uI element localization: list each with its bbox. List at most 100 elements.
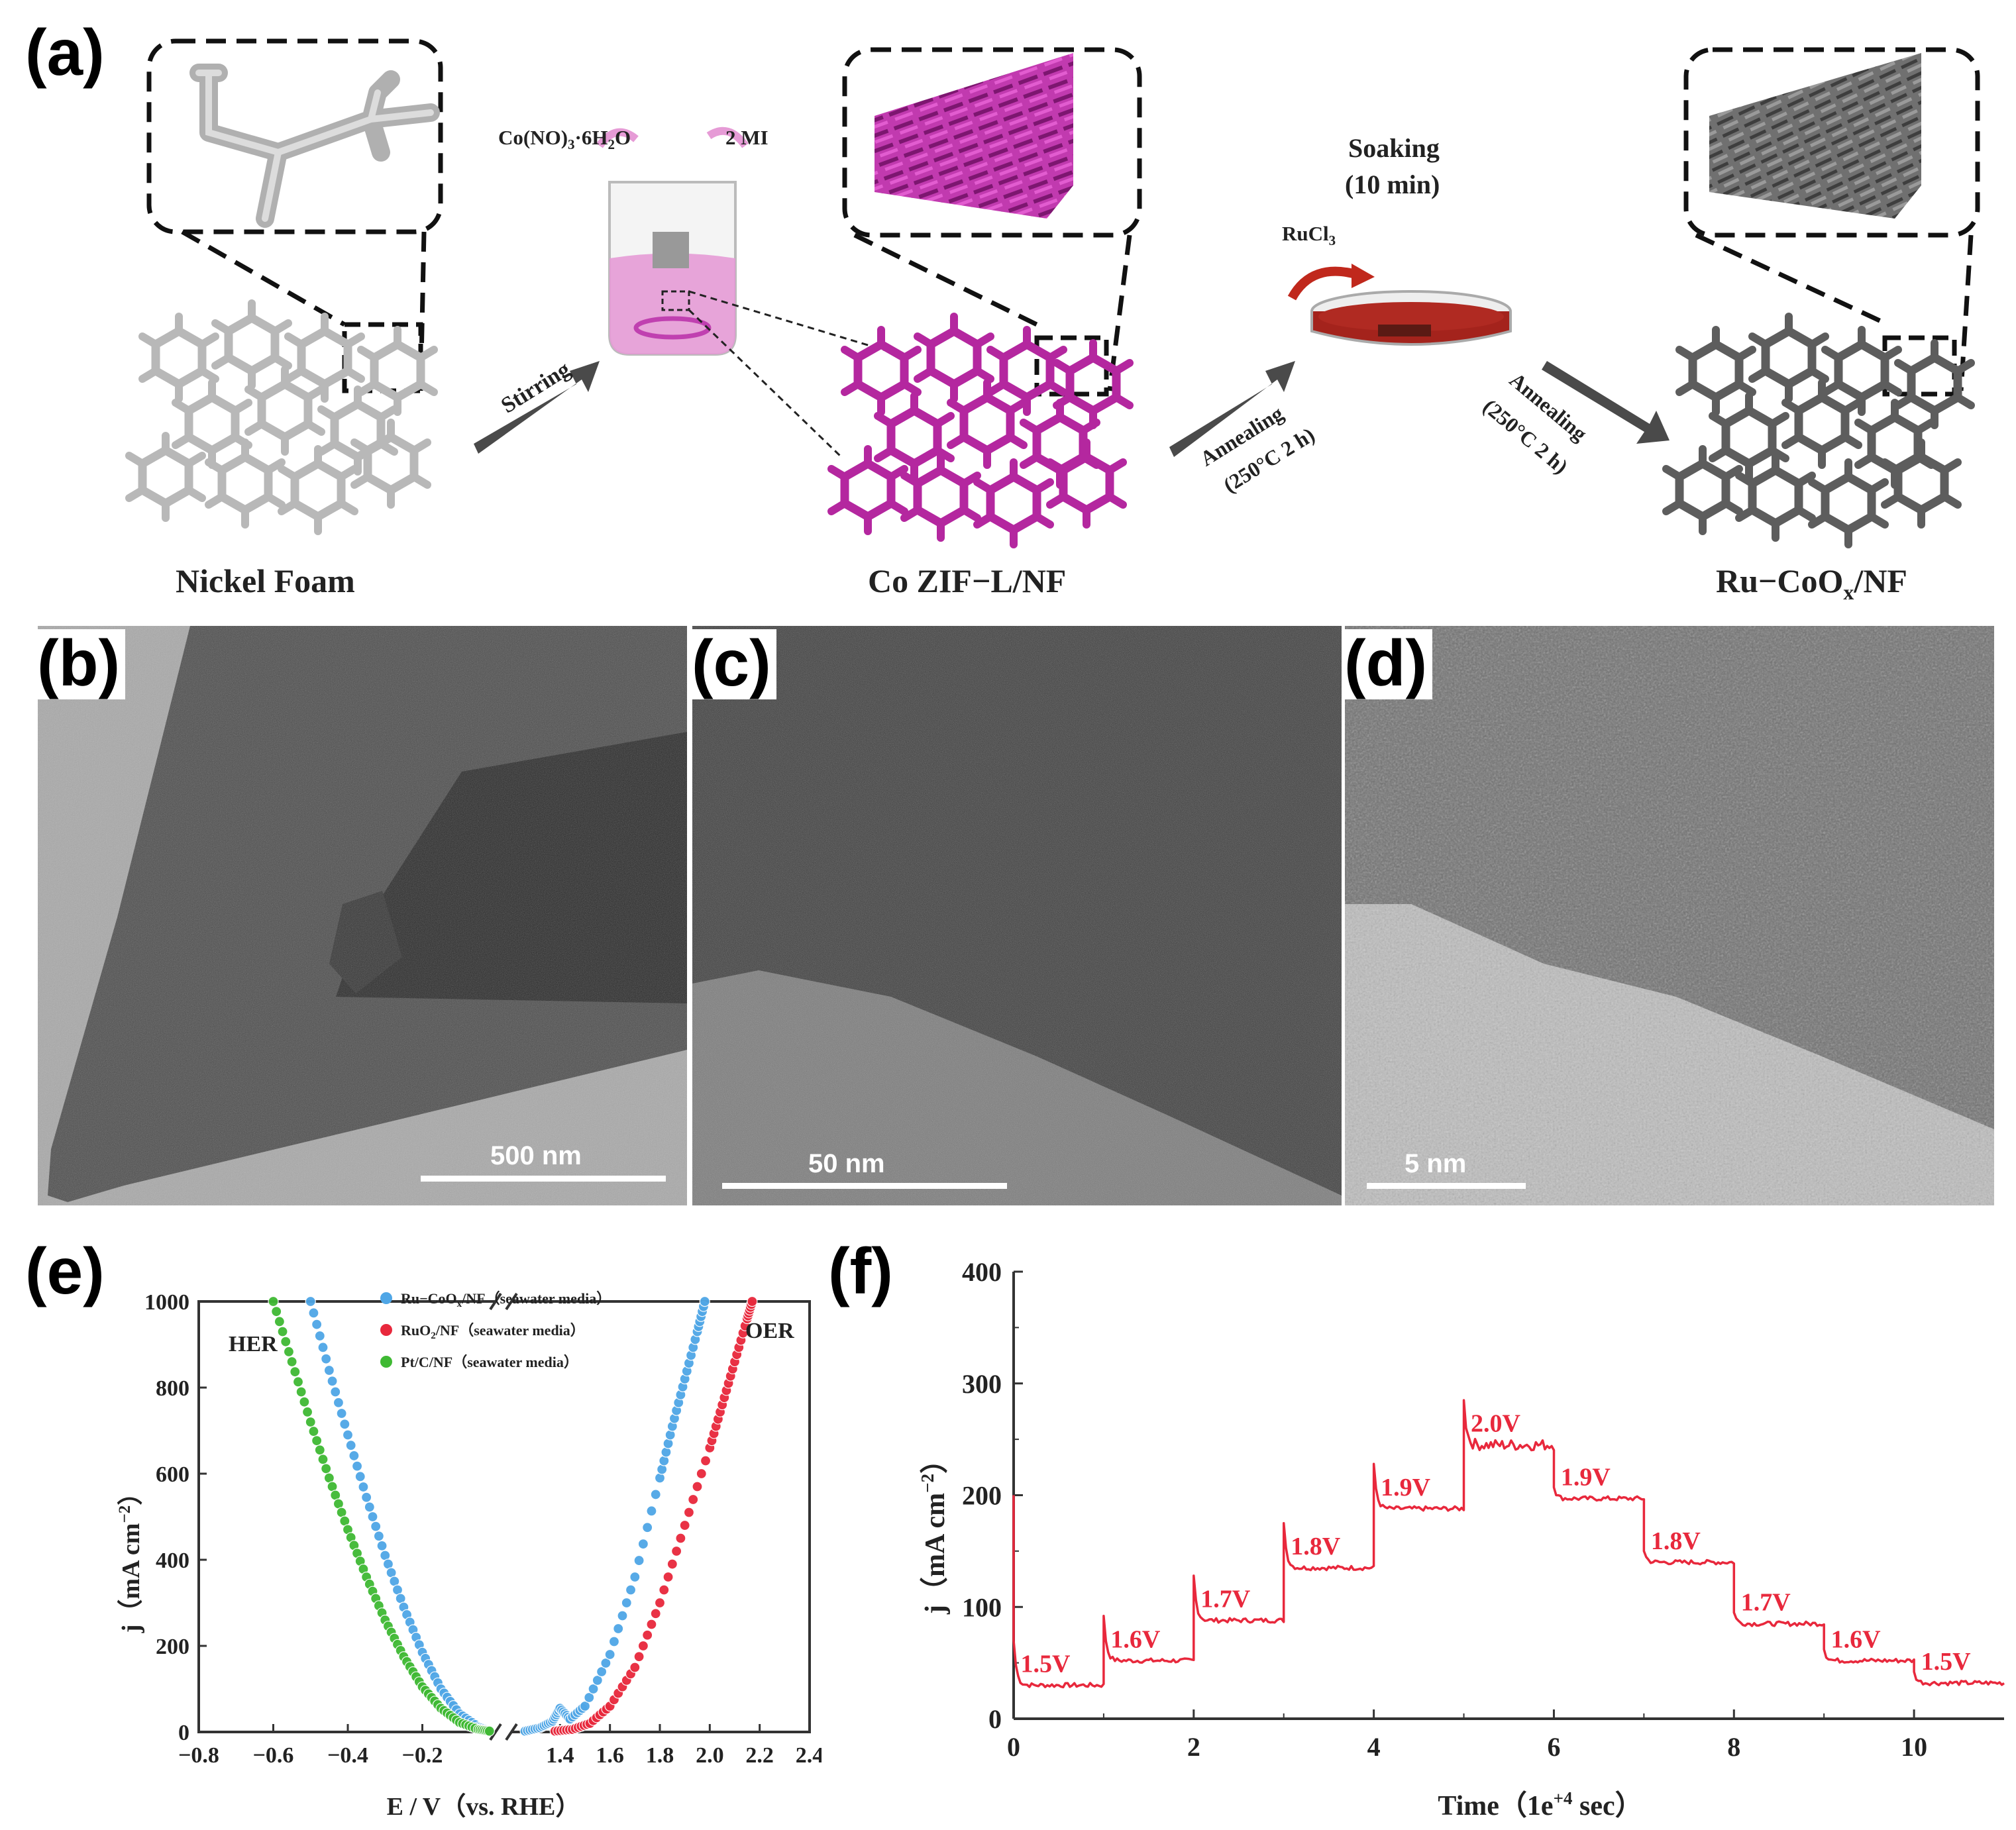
tem-image-c xyxy=(692,626,1342,1205)
data-point xyxy=(650,1608,661,1619)
data-point xyxy=(361,1492,372,1503)
ruco-foam xyxy=(1666,317,1971,544)
data-point xyxy=(617,1610,628,1621)
data-point xyxy=(666,1558,678,1570)
data-point xyxy=(277,1326,288,1337)
scale-bar-d xyxy=(1367,1183,1526,1189)
legend-marker-ruo2 xyxy=(380,1324,392,1336)
axis-break-mark xyxy=(489,1723,502,1741)
data-point xyxy=(311,1435,323,1447)
her-annotation: HER xyxy=(229,1332,278,1356)
2mi-label: 2 MI xyxy=(725,126,769,149)
legend-text-ruco: Ru−CoOx/NF（seawater media） xyxy=(401,1290,611,1309)
voltage-step-label: 1.9V xyxy=(1381,1474,1431,1501)
voltage-step-label: 1.5V xyxy=(1921,1648,1972,1676)
synthesis-schematic xyxy=(0,38,1980,616)
data-point xyxy=(314,1330,325,1342)
x-tick-label: −0.6 xyxy=(253,1743,294,1768)
y-tick-label: 200 xyxy=(962,1481,1002,1511)
data-point xyxy=(613,1623,624,1635)
data-point xyxy=(625,1584,637,1596)
data-point xyxy=(579,1700,591,1712)
data-point xyxy=(642,1629,653,1641)
soaking-time-label: (10 min) xyxy=(1345,170,1440,199)
data-point xyxy=(692,1481,703,1492)
data-point xyxy=(659,1584,670,1596)
x-tick-label: 1.4 xyxy=(546,1743,574,1768)
x-tick-label: 6 xyxy=(1547,1732,1560,1762)
x-tick-label: −0.8 xyxy=(178,1743,219,1768)
data-point xyxy=(373,1531,384,1542)
zoom-lines xyxy=(688,290,888,458)
scale-label-d: 5 nm xyxy=(1405,1149,1467,1178)
x-tick-label: 8 xyxy=(1727,1732,1740,1762)
panel-label-f: (f) xyxy=(828,1235,893,1307)
x-tick-label: 1.6 xyxy=(596,1743,624,1768)
axis-break-mark xyxy=(505,1292,518,1311)
x-tick-label: −0.2 xyxy=(402,1743,443,1768)
x-tick-label: 1.8 xyxy=(646,1743,674,1768)
data-point xyxy=(299,1396,310,1407)
y-tick-label: 0 xyxy=(988,1704,1002,1734)
rucl3-label: RuCl3 xyxy=(1282,222,1336,249)
data-point xyxy=(286,1356,297,1368)
data-point xyxy=(308,1307,319,1319)
x-tick-label: 2.2 xyxy=(745,1743,774,1768)
data-point xyxy=(342,1429,354,1441)
data-point xyxy=(345,1440,356,1451)
data-point xyxy=(654,1597,666,1609)
data-point xyxy=(268,1296,279,1307)
data-point xyxy=(699,1296,710,1307)
y-tick-label: 1000 xyxy=(144,1290,189,1315)
scale-label-b: 500 nm xyxy=(490,1141,582,1170)
x-tick-label: 2 xyxy=(1187,1732,1200,1762)
legend-marker-ptc xyxy=(380,1356,392,1368)
data-point xyxy=(600,1657,611,1669)
data-point xyxy=(327,1376,338,1387)
data-point xyxy=(700,1455,712,1466)
data-point xyxy=(317,1342,329,1353)
chart-f-ylabel: j（mA cm−2） xyxy=(918,1446,951,1615)
data-point xyxy=(633,1554,645,1566)
data-point xyxy=(290,1366,301,1378)
data-point xyxy=(484,1725,495,1737)
data-point xyxy=(305,1296,316,1307)
voltage-step-label: 1.6V xyxy=(1110,1625,1161,1653)
x-tick-label: 0 xyxy=(1007,1732,1020,1762)
y-tick-label: 400 xyxy=(962,1257,1002,1287)
data-point xyxy=(358,1481,369,1493)
data-point xyxy=(321,1353,332,1364)
y-tick-label: 200 xyxy=(156,1635,189,1659)
tem-image-d xyxy=(1345,626,1994,1205)
y-tick-label: 0 xyxy=(178,1721,189,1745)
axis-break-bottom-mask xyxy=(496,1723,511,1741)
data-point xyxy=(280,1336,292,1347)
arrow-annealing-2 xyxy=(1542,361,1670,444)
nickel-foam-label: Nickel Foam xyxy=(176,562,355,599)
data-point xyxy=(336,1407,347,1419)
panel-label-e: (e) xyxy=(25,1235,105,1307)
data-point xyxy=(314,1445,325,1456)
chart-e-xlabel: E / V（vs. RHE） xyxy=(387,1793,581,1821)
data-point xyxy=(592,1674,603,1686)
panel-label-b: (b) xyxy=(34,629,126,699)
arrow-stirring xyxy=(474,361,600,454)
data-point xyxy=(637,1539,649,1550)
voltage-step-label: 1.8V xyxy=(1291,1533,1341,1560)
data-point xyxy=(596,1666,608,1678)
voltage-step-label: 1.5V xyxy=(1020,1650,1071,1678)
legend-text-ruo2: RuO2/NF（seawater media） xyxy=(401,1322,585,1341)
data-point xyxy=(367,1511,378,1523)
ruco-label: Ru−CoOx/NF xyxy=(1716,562,1907,604)
panel-label-d: (d) xyxy=(1342,629,1433,699)
oer-annotation: OER xyxy=(745,1319,794,1343)
voltage-step-label: 1.9V xyxy=(1561,1464,1611,1492)
voltage-step-label: 1.6V xyxy=(1831,1625,1882,1653)
chart-e-legend: Ru−CoOx/NF（seawater media） RuO2/NF（seawa… xyxy=(380,1290,611,1370)
data-point xyxy=(646,1505,657,1517)
chart-e-ylabel: j（mA cm−2） xyxy=(116,1480,145,1633)
x-tick-label: −0.4 xyxy=(327,1743,368,1768)
data-point xyxy=(376,1540,388,1551)
voltage-step-label: 1.8V xyxy=(1651,1527,1701,1555)
data-point xyxy=(370,1521,382,1532)
